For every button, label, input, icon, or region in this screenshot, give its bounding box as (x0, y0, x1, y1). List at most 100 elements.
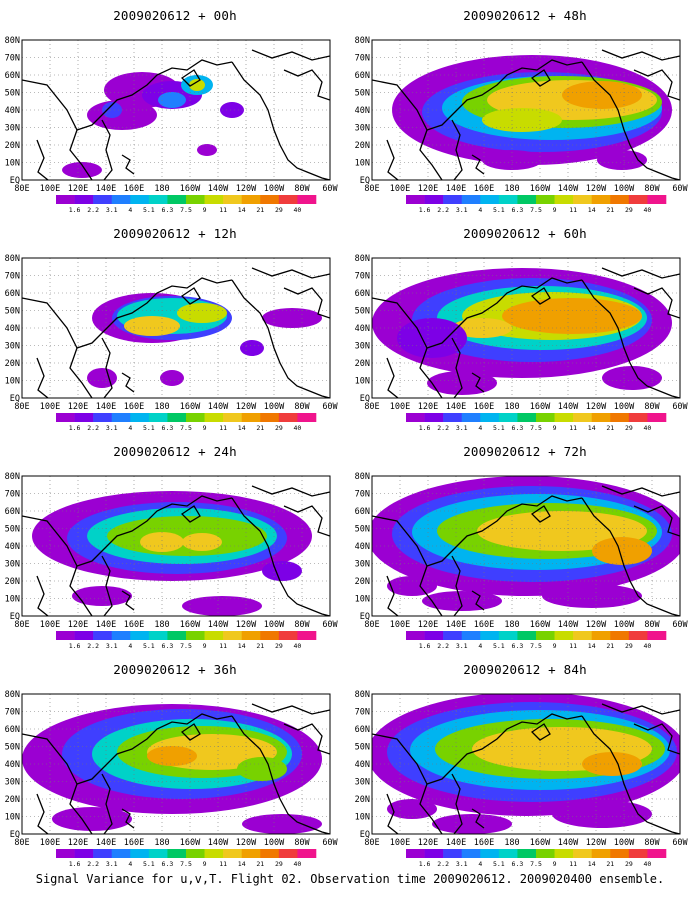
colorbar-swatch (260, 631, 280, 640)
colorbar-label: 29 (625, 424, 633, 432)
colorbar-label: 9 (553, 206, 557, 214)
map-area (22, 476, 330, 616)
x-tick-label: 100E (390, 402, 410, 412)
colorbar-label: 4 (128, 206, 132, 214)
x-tick-label: 160W (530, 838, 551, 848)
y-tick-label: 50N (5, 89, 20, 99)
colorbar-label: 5.1 (493, 860, 505, 868)
colorbar-swatch (591, 849, 611, 858)
y-tick-label: EQ (10, 394, 20, 404)
x-tick-label: 120E (68, 620, 88, 630)
y-tick-label: 20N (355, 577, 370, 587)
x-tick-label: 60W (322, 402, 338, 412)
coastline (581, 715, 680, 834)
colorbar-swatch (186, 413, 205, 422)
colorbar-swatch (480, 195, 500, 204)
coastline (231, 497, 330, 616)
coastline (530, 505, 551, 523)
x-tick-label: 80E (14, 402, 29, 412)
variance-contour-fill (242, 814, 322, 834)
colorbar-label: 11 (219, 642, 227, 650)
colorbar-swatch (148, 631, 168, 640)
colorbar-label: 11 (219, 860, 227, 868)
colorbar-swatch (554, 195, 574, 204)
coastline (251, 267, 330, 279)
map-frame (371, 693, 681, 835)
colorbar-label: 21 (256, 860, 264, 868)
colorbar-label: 29 (275, 206, 283, 214)
y-tick-label: 40N (355, 542, 370, 552)
map-frame (21, 475, 331, 617)
colorbar-label: 11 (219, 206, 227, 214)
colorbar-label: 5.1 (143, 206, 155, 214)
colorbar-label: 5.1 (143, 860, 155, 868)
y-tick-label: 30N (355, 124, 370, 134)
coastline (530, 723, 551, 741)
colorbar-swatch (554, 413, 574, 422)
colorbar-swatch (56, 631, 75, 640)
coastline (36, 575, 49, 616)
colorbar-label: 9 (203, 860, 207, 868)
colorbar-swatch (554, 631, 574, 640)
x-tick-label: 80W (644, 402, 660, 412)
colorbar-label: 11 (569, 424, 577, 432)
colorbar-label: 21 (256, 206, 264, 214)
colorbar-swatch (647, 195, 667, 204)
colorbar-label: 40 (294, 642, 302, 650)
colorbar-label: 2.2 (437, 424, 449, 432)
y-tick-label: 10N (355, 813, 370, 823)
colorbar-swatch (148, 413, 168, 422)
colorbar-swatch (260, 195, 280, 204)
coastline (76, 277, 233, 349)
colorbar-label: 6.3 (162, 424, 174, 432)
colorbar-label: 29 (625, 642, 633, 650)
colorbar-label: 40 (644, 206, 652, 214)
x-tick-label: 80E (364, 184, 379, 194)
x-tick-label: 120E (418, 184, 438, 194)
variance-contour-fill (602, 366, 662, 390)
x-tick-label: 80E (14, 620, 29, 630)
colorbar-label: 9 (203, 642, 207, 650)
x-tick-label: 100E (40, 838, 60, 848)
x-tick-label: 60W (672, 838, 688, 848)
coastline (121, 372, 135, 393)
colorbar-label: 21 (256, 642, 264, 650)
x-tick-label: 160E (474, 620, 494, 630)
x-tick-label: 140W (208, 838, 229, 848)
x-tick-label: 140W (558, 402, 579, 412)
colorbar-label: 5.1 (143, 424, 155, 432)
x-tick-label: 120E (68, 184, 88, 194)
coastline (530, 69, 551, 87)
coastline (601, 703, 680, 715)
panel-title: 2009020612 + 48h (463, 8, 587, 23)
colorbar-label: 6.3 (512, 860, 524, 868)
coastline (451, 555, 463, 616)
colorbar-label: 2.2 (87, 642, 99, 650)
colorbar-swatch (424, 631, 444, 640)
y-tick-label: 80N (5, 36, 20, 46)
colorbar-label: 6.3 (512, 642, 524, 650)
colorbar-label: 4 (128, 642, 132, 650)
x-tick-label: 180 (154, 184, 169, 194)
colorbar-swatch (610, 849, 630, 858)
colorbar-label: 21 (606, 424, 614, 432)
y-tick-label: 80N (5, 690, 20, 700)
x-tick-label: 80W (644, 838, 660, 848)
colorbar-swatch (610, 413, 630, 422)
colorbar-swatch (167, 413, 187, 422)
colorbar-swatch (74, 195, 94, 204)
variance-contour-fill (387, 576, 437, 596)
coastline (231, 715, 330, 834)
variance-contour-fill (542, 584, 642, 608)
forecast-panel: 2009020612 + 12h 80E 100E 120E 140E 160E 180 16… (0, 218, 350, 433)
x-tick-label: 80E (364, 402, 379, 412)
coastline (601, 49, 680, 61)
x-tick-label: 140E (446, 838, 466, 848)
colorbar-swatch (591, 413, 611, 422)
colorbar-label: 14 (238, 642, 246, 650)
y-tick-label: 70N (355, 54, 370, 64)
colorbar-label: 40 (644, 642, 652, 650)
map-area (372, 694, 680, 834)
x-tick-label: 80E (364, 838, 379, 848)
variance-contour-fill (72, 586, 132, 606)
